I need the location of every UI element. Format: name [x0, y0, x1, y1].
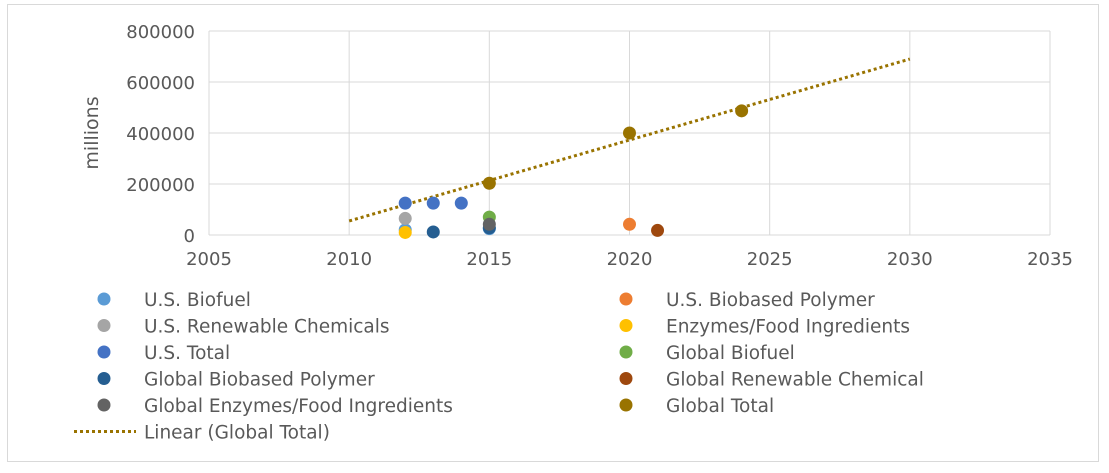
legend-label-global-renewable-chemical: Global Renewable Chemical	[666, 370, 924, 391]
point-global-total	[482, 176, 496, 190]
legend-marker-global-total	[619, 398, 633, 412]
point-global-enzymes-food-ingredients	[482, 217, 496, 231]
point-global-biobased-polymer	[426, 225, 440, 239]
legend-label-u-s-biobased-polymer: U.S. Biobased Polymer	[666, 290, 875, 311]
point-u-s-total	[426, 196, 440, 210]
legend-label-trendline: Linear (Global Total)	[144, 423, 330, 444]
x-tick-label: 2010	[326, 249, 372, 270]
point-global-total	[623, 126, 636, 140]
x-tick-label: 2005	[186, 249, 232, 270]
legend-marker-u-s-renewable-chemicals	[97, 319, 111, 332]
legend-marker-global-renewable-chemical	[619, 372, 633, 385]
legend-marker-global-enzymes-food-ingredients	[97, 398, 111, 412]
x-tick-label: 2030	[887, 249, 933, 270]
legend-marker-enzymes-food-ingredients	[619, 319, 633, 332]
point-u-s-total	[454, 196, 468, 210]
point-u-s-total	[398, 196, 412, 210]
legend-label-global-enzymes-food-ingredients: Global Enzymes/Food Ingredients	[144, 396, 453, 417]
legend-marker-global-biobased-polymer	[97, 372, 111, 385]
legend-label-enzymes-food-ingredients: Enzymes/Food Ingredients	[666, 317, 910, 338]
legend-marker-u-s-total	[97, 345, 111, 359]
legend-marker-u-s-biobased-polymer	[619, 292, 633, 306]
legend-marker-u-s-biofuel	[97, 292, 111, 306]
point-u-s-biobased-polymer	[623, 217, 636, 231]
legend-marker-global-biofuel	[619, 345, 633, 359]
legend-label-u-s-renewable-chemicals: U.S. Renewable Chemicals	[144, 317, 390, 338]
x-tick-label: 2015	[466, 249, 512, 270]
y-tick-label: 0	[184, 226, 195, 247]
y-tick-label: 800000	[126, 22, 195, 43]
x-tick-label: 2035	[1027, 249, 1073, 270]
legend-label-global-total: Global Total	[666, 396, 774, 417]
point-u-s-renewable-chemicals	[398, 211, 412, 225]
legend-label-global-biobased-polymer: Global Biobased Polymer	[144, 370, 375, 391]
y-axis-label: millions	[81, 96, 103, 169]
x-tick-label: 2020	[607, 249, 653, 270]
y-tick-label: 600000	[126, 73, 195, 94]
point-global-renewable-chemical	[651, 223, 665, 237]
legend-label-u-s-total: U.S. Total	[144, 343, 230, 364]
chart-frame: 0 200000 400000 600000 800000 2005 2010 2015 202…	[7, 4, 1099, 462]
x-tick-label: 2025	[747, 249, 793, 270]
point-global-total	[735, 104, 749, 118]
trendline-global-total	[348, 57, 911, 223]
y-tick-label: 400000	[126, 124, 195, 145]
legend-label-global-biofuel: Global Biofuel	[666, 343, 795, 364]
scatter-chart: 0 200000 400000 600000 800000 2005 2010 2015 202…	[74, 22, 1073, 444]
y-tick-label: 200000	[126, 175, 195, 196]
point-enzymes-food-ingredients	[398, 225, 412, 239]
legend-label-u-s-biofuel: U.S. Biofuel	[144, 290, 251, 311]
